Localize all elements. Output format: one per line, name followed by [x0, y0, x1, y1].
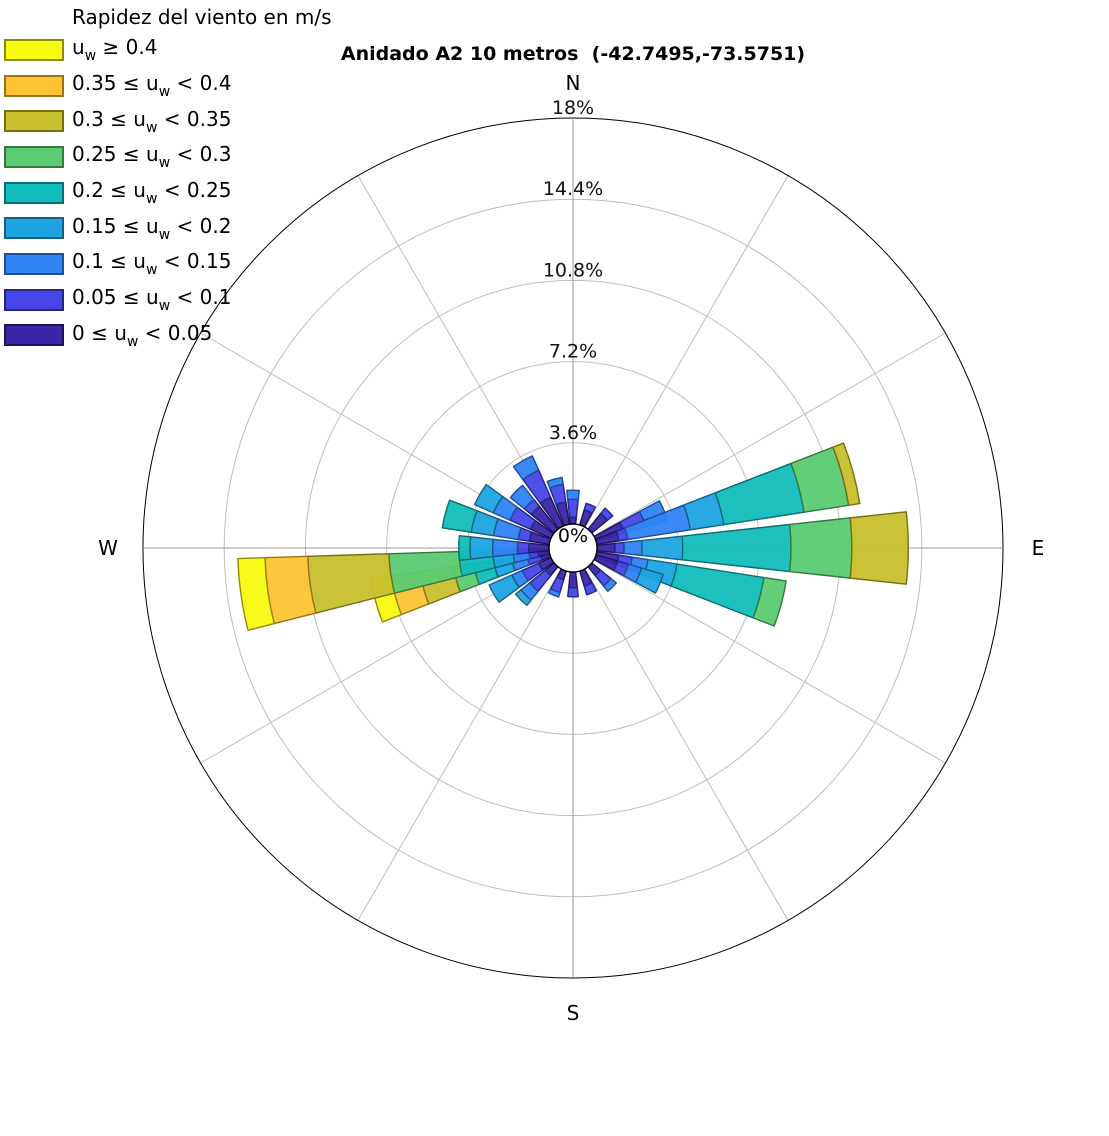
wind-bar-segment — [568, 516, 578, 525]
center-circle — [548, 523, 598, 573]
wind-bar-segment — [264, 555, 317, 625]
wind-bar-segment — [512, 455, 540, 481]
legend-label: uw ≥ 0.4 — [72, 35, 158, 65]
wind-bar-segment — [641, 535, 684, 561]
wind-bar-segment — [566, 489, 580, 501]
legend-label: 0.15 ≤ uw < 0.2 — [72, 213, 232, 243]
legend-swatch — [4, 74, 64, 97]
legend-label: 0.3 ≤ uw < 0.35 — [72, 106, 232, 136]
spoke-line — [584, 568, 789, 921]
center-label: 0% — [558, 525, 588, 547]
wind-bar-segment — [596, 542, 616, 554]
legend-swatch — [4, 288, 64, 311]
wind-bar-segment — [469, 536, 494, 560]
axis-labels: 3.6% 7.2% 10.8% 14.4% 18%N E S W — [98, 71, 1044, 1025]
legend-label: 0.2 ≤ uw < 0.25 — [72, 178, 232, 208]
legend-label: 0.1 ≤ uw < 0.15 — [72, 249, 232, 279]
wind-bar-segment — [602, 577, 618, 593]
radial-tick-label: 3.6% — [549, 422, 597, 444]
legend-item: 0.35 ≤ uw < 0.4 — [4, 68, 332, 104]
spoke-line — [593, 332, 946, 537]
legend-item: 0.3 ≤ uw < 0.35 — [4, 103, 332, 139]
legend-swatch — [4, 38, 64, 61]
legend-item: 0 ≤ uw < 0.05 — [4, 318, 332, 354]
wind-bar-segment — [567, 586, 579, 598]
wind-bar-segment — [583, 582, 598, 596]
legend-swatch — [4, 181, 64, 204]
spoke-line — [593, 559, 946, 764]
wind-bar-segment — [237, 556, 275, 631]
wind-bar-segment — [547, 588, 561, 598]
legend-item: 0.05 ≤ uw < 0.1 — [4, 282, 332, 318]
wind-bar-segment — [832, 442, 861, 507]
legend-item: 0.25 ≤ uw < 0.3 — [4, 139, 332, 175]
wind-bar-segment — [516, 541, 530, 555]
wind-bar-segment — [752, 576, 787, 627]
wind-bar-segment — [600, 507, 614, 521]
wind-bar-segment — [458, 534, 472, 562]
legend-item: 0.15 ≤ uw < 0.2 — [4, 210, 332, 246]
legend-swatch — [4, 252, 64, 275]
legend-label: 0.25 ≤ uw < 0.3 — [72, 142, 232, 172]
wind-bar-segment — [849, 511, 909, 585]
wind-bar-segment — [441, 499, 478, 533]
legend-swatch — [4, 145, 64, 168]
wind-bar-segment — [714, 462, 805, 526]
wind-bar-segment — [491, 538, 519, 558]
wind-bar-segment — [514, 589, 532, 607]
legend-items: uw ≥ 0.4 0.35 ≤ uw < 0.4 0.3 ≤ uw < 0.35 0.… — [4, 32, 332, 353]
wind-bar-segment — [568, 571, 578, 589]
radial-tick-label: 18% — [552, 97, 594, 119]
legend-swatch — [4, 110, 64, 133]
wind-bars: 0% — [237, 442, 909, 631]
wind-bar-segment — [681, 523, 792, 573]
wind-bar-segment — [789, 517, 853, 579]
wind-bar-segment — [623, 539, 643, 557]
wind-bar-segment — [670, 563, 765, 619]
legend-item: 0.1 ≤ uw < 0.15 — [4, 246, 332, 282]
radial-tick-label: 14.4% — [543, 178, 603, 200]
legend-swatch — [4, 217, 64, 240]
wind-bar-segment — [488, 574, 520, 603]
chart-title: Anidado A2 10 metros (-42.7495,-73.5751) — [341, 43, 805, 65]
legend-swatch — [4, 324, 64, 347]
wind-bar-segment — [546, 476, 564, 489]
direction-label-s: S — [567, 1001, 580, 1025]
legend-label: 0.35 ≤ uw < 0.4 — [72, 71, 232, 101]
direction-label-w: W — [98, 536, 118, 560]
direction-label-n: N — [566, 71, 581, 95]
wind-bar-segment — [509, 484, 535, 510]
radial-tick-label: 7.2% — [549, 341, 597, 363]
wind-bar-segment — [528, 542, 550, 554]
legend-label: 0 ≤ uw < 0.05 — [72, 320, 213, 350]
radial-tick-label: 10.8% — [543, 259, 603, 281]
wind-bar-segment — [614, 541, 625, 555]
spoke-line — [357, 568, 562, 921]
wind-bar-segment — [634, 567, 664, 594]
legend-title: Rapidez del viento en m/s — [72, 5, 332, 29]
wind-bar-segment — [583, 502, 597, 514]
legend-item: uw ≥ 0.4 — [4, 32, 332, 68]
legend: Rapidez del viento en m/s uw ≥ 0.4 0.35 ≤… — [4, 2, 332, 353]
legend-item: 0.2 ≤ uw < 0.25 — [4, 175, 332, 211]
spoke-line — [584, 175, 789, 528]
direction-label-e: E — [1032, 536, 1045, 560]
wind-bar-segment — [473, 483, 504, 514]
legend-label: 0.05 ≤ uw < 0.1 — [72, 285, 232, 315]
wind-bar-segment — [567, 498, 579, 519]
